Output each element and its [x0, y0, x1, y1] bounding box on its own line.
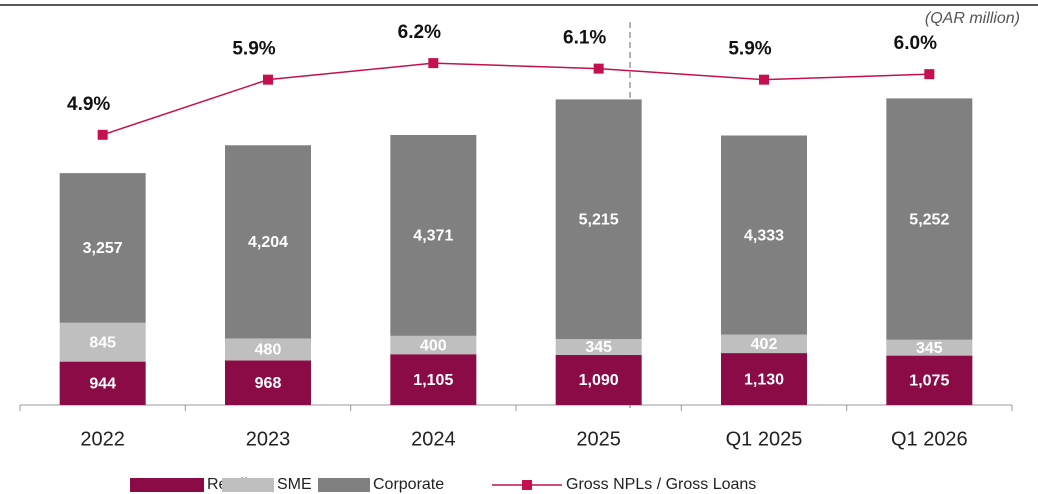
bar-segment: [721, 353, 807, 405]
bar-label: 944: [89, 376, 116, 393]
line: [102, 62, 930, 136]
line-marker: [924, 69, 935, 80]
bar-label: 400: [420, 337, 447, 354]
annotation: (QAR million): [925, 10, 1020, 27]
bar-label: 1,090: [579, 372, 619, 389]
bar-segment: [59, 361, 146, 405]
legend-label: Corporate: [373, 476, 444, 493]
line-marker: [759, 74, 769, 85]
bar-label: 4,371: [413, 228, 453, 245]
bar-segment: [390, 354, 477, 405]
bar-label: 3,257: [83, 240, 123, 257]
bar-label: 402: [751, 336, 778, 353]
line-label: 6.2%: [398, 22, 441, 43]
line-marker: [97, 129, 108, 140]
bar-segment: [555, 339, 642, 355]
x-tick-label: 2022: [80, 428, 125, 450]
legend-swatch: [318, 478, 370, 492]
bar-label: 345: [585, 339, 612, 356]
line-label: 5.9%: [232, 39, 275, 60]
legend-label: Gross NPLs / Gross Loans: [566, 476, 756, 493]
bar-segment: [721, 334, 807, 354]
bar-segment: [886, 355, 973, 405]
bar-segment: [721, 135, 807, 335]
line-marker: [263, 74, 273, 85]
bar-segment: [390, 335, 477, 355]
legend-swatch: [222, 478, 274, 492]
bar-segment: [886, 339, 973, 356]
bar-label: 5,252: [909, 211, 949, 228]
bar-label: 845: [89, 334, 116, 351]
bar-segment: [555, 354, 642, 405]
bar-segment: [225, 145, 311, 339]
x-tick-label: 2024: [411, 428, 456, 450]
bar-label: 1,105: [413, 372, 453, 389]
bar-segment: [59, 322, 146, 362]
bar-label: 480: [255, 342, 282, 359]
legend-swatch: [130, 478, 204, 492]
line-label: 6.1%: [563, 28, 606, 49]
bar-label: 5,215: [579, 211, 619, 228]
bar-segment: [555, 99, 642, 340]
line-label: 4.9%: [67, 94, 110, 115]
bar-label: 1,075: [909, 373, 949, 390]
bar-segment: [59, 173, 146, 323]
bar-segment: [225, 360, 311, 405]
bar-label: 345: [916, 340, 943, 357]
x-tick-label: Q1 2026: [891, 428, 968, 450]
x-tick-label: 2025: [576, 428, 621, 450]
bar-label: 968: [255, 375, 282, 392]
line-label: 6.0%: [894, 33, 937, 54]
line-marker: [593, 63, 604, 74]
x-tick-label: Q1 2025: [726, 428, 803, 450]
bar-segment: [225, 338, 311, 361]
line-label: 5.9%: [728, 39, 771, 60]
line-marker: [428, 58, 439, 69]
x-tick-label: 2023: [246, 428, 291, 450]
bar-label: 4,204: [248, 234, 288, 251]
bar-segment: [886, 98, 973, 340]
bar-label: 1,130: [744, 371, 784, 388]
legend-label: SME: [277, 476, 312, 493]
bar-segment: [390, 134, 477, 336]
legend-marker: [522, 480, 532, 490]
bar-label: 4,333: [744, 227, 784, 244]
